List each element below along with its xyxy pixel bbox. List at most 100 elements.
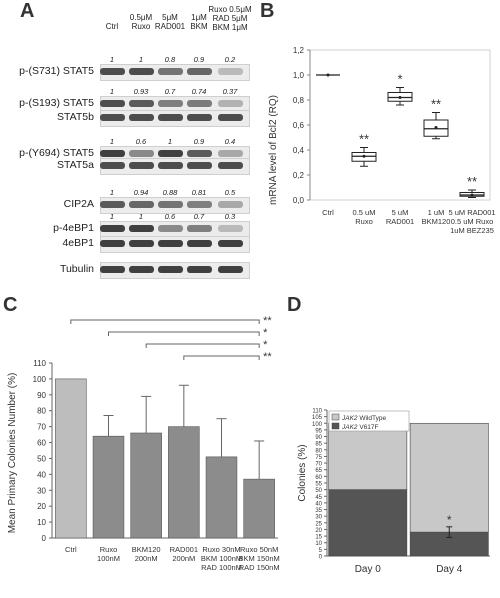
y-tick-label: 80 — [315, 448, 322, 454]
x-category-label: BKM 100nM — [201, 554, 242, 563]
wb-quantification: 0.94 — [133, 188, 149, 197]
significance-bracket — [183, 355, 260, 360]
y-tick-label: 5 — [319, 548, 323, 554]
wb-band — [129, 68, 154, 75]
stacked-bar-segment — [409, 422, 489, 533]
wb-quantification: 1 — [109, 55, 115, 64]
wb-band — [218, 201, 243, 208]
wb-quantification: 0.37 — [222, 87, 238, 96]
y-tick-label: 10 — [37, 518, 46, 527]
chart-b-ylabel: mRNA level of Bcl2 (RQ) — [268, 95, 279, 205]
y-tick-label: 60 — [315, 475, 322, 481]
chart-d-ylabel: Colonies (%) — [297, 444, 308, 501]
bar — [243, 478, 275, 539]
legend-box — [328, 410, 410, 432]
wb-quantification: 1 — [138, 212, 144, 221]
x-category-label: RAD001 — [170, 545, 198, 554]
wb-band — [158, 68, 183, 75]
y-tick-label: 90 — [37, 391, 46, 400]
x-category-label: 5 uM RAD001 — [448, 208, 495, 217]
wb-quantification: 0.74 — [191, 87, 207, 96]
wb-band — [187, 225, 212, 232]
y-tick-label: 20 — [37, 502, 46, 511]
primary-colonies-bar-chart: Mean Primary Colonies Number (%) 0 10 20 30… — [7, 315, 280, 572]
wb-quantification: 0.5 — [224, 188, 236, 197]
y-tick-label: 40 — [37, 470, 46, 479]
y-tick-label: 40 — [315, 501, 322, 507]
box-mean-point — [326, 73, 330, 77]
wb-row-label: p-(S731) STAT5 — [19, 65, 94, 77]
box-mean-point — [362, 154, 366, 158]
wb-row-label: p-4eBP1 — [53, 222, 94, 234]
x-category-label: Ctrl — [65, 545, 77, 554]
y-tick-label: 25 — [315, 521, 322, 527]
wb-column-header: 5μM RAD001 — [154, 13, 186, 31]
wb-band — [100, 240, 125, 247]
y-tick-label: 30 — [315, 515, 322, 521]
wb-band — [100, 162, 125, 169]
y-tick-label: 70 — [37, 423, 46, 432]
box-mean-point — [470, 193, 474, 197]
x-category-label: RAD001 — [386, 217, 414, 226]
legend-swatch — [331, 422, 340, 430]
significance-label: * — [447, 513, 452, 527]
wb-band — [129, 225, 154, 232]
wb-band — [218, 150, 243, 157]
y-tick-label: 75 — [315, 455, 322, 461]
y-tick-label: 90 — [315, 435, 322, 441]
y-tick-label: 20 — [315, 528, 322, 534]
x-category-label: BKM120 — [132, 545, 161, 554]
wb-row-label: p-(Y694) STAT5 — [19, 147, 94, 159]
wb-band — [218, 240, 243, 247]
wb-quantification: 1 — [109, 212, 115, 221]
y-tick-label: 0 — [42, 534, 47, 543]
wb-band — [129, 100, 154, 107]
legend-swatch — [331, 413, 340, 421]
wb-row-label: p-(S193) STAT5 — [19, 97, 94, 109]
x-category-label: 1 uM — [428, 208, 445, 217]
wb-band — [100, 100, 125, 107]
y-tick-label: 95 — [315, 428, 322, 434]
wb-quantification: 0.9 — [193, 137, 205, 146]
x-category-label: 5 uM — [392, 208, 409, 217]
x-category-label: RAD 100nM — [201, 563, 242, 572]
y-tick-label: 0,0 — [293, 196, 305, 205]
western-blot-panel: Ctrl 0.5μM Ruxo 5μM RAD001 1μM BKM Ruxo 0.5μ… — [0, 0, 252, 285]
wb-band — [187, 100, 212, 107]
wb-band — [100, 114, 125, 121]
wb-band — [129, 201, 154, 208]
wb-quantification: 1 — [109, 137, 115, 146]
significance-label: ** — [263, 315, 272, 327]
wb-quantification: 0.88 — [162, 188, 178, 197]
significance-label: * — [397, 72, 402, 87]
wb-quantification: 0.6 — [135, 137, 147, 146]
y-tick-label: 100 — [312, 422, 323, 428]
wb-quantification: 1 — [167, 137, 173, 146]
wb-quantification: 0.8 — [164, 55, 176, 64]
panel-letter-a: A — [20, 0, 35, 22]
significance-bracket — [108, 331, 260, 336]
wb-quantification: 0.7 — [164, 87, 176, 96]
significance-label: ** — [359, 132, 369, 147]
x-category-label: Ruxo 50nM — [240, 545, 278, 554]
wb-column-header: 1μM BKM — [190, 13, 208, 31]
panel-letter-d: D — [287, 294, 302, 316]
wb-row-label: Tubulin — [59, 263, 94, 275]
significance-bracket — [70, 319, 260, 324]
wb-band — [218, 68, 243, 75]
wb-band — [218, 114, 243, 121]
stacked-bar-segment — [328, 422, 408, 490]
y-tick-label: 1,0 — [293, 71, 305, 80]
wb-quantification: 0.81 — [191, 188, 207, 197]
y-tick-label: 15 — [315, 535, 322, 541]
y-tick-label: 0,4 — [293, 146, 305, 155]
y-tick-label: 0,2 — [293, 171, 305, 180]
wb-band — [158, 225, 183, 232]
x-category-label: 1uM BEZ235 — [450, 226, 494, 235]
wb-band — [129, 150, 154, 157]
y-tick-label: 80 — [37, 407, 46, 416]
y-tick-label: 1,2 — [293, 46, 305, 55]
bar — [168, 426, 200, 539]
wb-quantification: 0.2 — [224, 55, 236, 64]
wb-band — [187, 201, 212, 208]
